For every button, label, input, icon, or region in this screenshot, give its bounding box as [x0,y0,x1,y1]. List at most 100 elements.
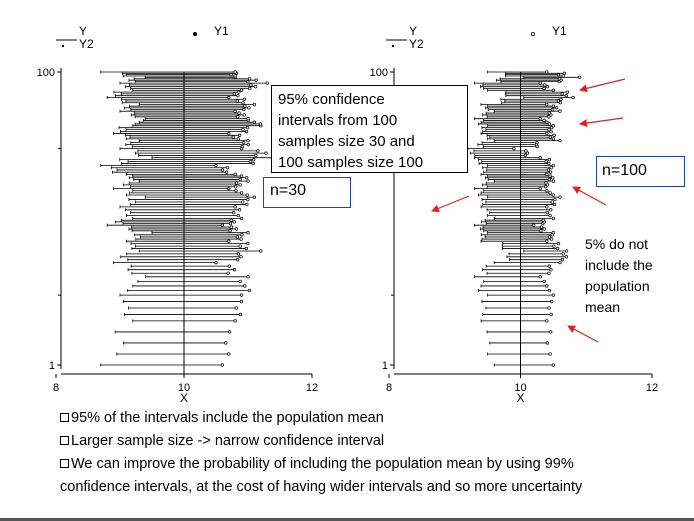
interval-upper-marker [548,135,552,139]
interval-upper-marker [547,161,551,166]
interval-upper-marker [550,126,554,130]
interval-upper-marker [239,174,244,178]
interval-upper-marker [557,77,562,81]
interval-upper-marker [236,137,241,141]
interval-upper-marker [545,85,550,89]
interval-upper-marker [236,252,241,256]
interval-upper-marker [214,260,218,265]
interval-upper-marker [214,163,218,168]
interval-upper-marker [220,363,225,367]
x-tick-label: 12 [646,382,658,394]
interval-upper-marker [237,90,241,94]
interval-upper-marker [551,163,556,168]
interval-upper-marker [235,235,240,239]
interval-upper-marker [246,231,250,235]
interval-upper-marker [243,104,247,108]
legend-marker-y2 [391,44,395,48]
interval-upper-marker [238,312,243,317]
interval-upper-marker [558,138,562,143]
interval-upper-marker [242,107,246,112]
miss-note-line-4: mean [585,299,621,315]
interval-upper-marker [229,218,233,222]
interval-upper-marker [244,246,248,251]
x-axis-title: X [516,391,524,405]
bullet-text: 95% of the intervals include the populat… [71,410,384,426]
interval-upper-marker [227,239,231,243]
interval-upper-marker [239,216,244,221]
interval-upper-marker [554,106,559,110]
x-tick-label: 8 [386,382,392,394]
interval-upper-marker [236,115,240,119]
interval-upper-marker [548,191,552,195]
interval-upper-marker [245,202,249,207]
interval-upper-marker [550,299,554,304]
legend-marker-y1 [531,32,536,37]
interval-upper-marker [558,195,562,199]
red-arrows-group [431,78,626,343]
interval-upper-marker [549,330,553,334]
interval-upper-marker [547,127,551,132]
x-tick-label: 10 [178,382,190,394]
interval-upper-marker [226,271,230,275]
interval-upper-marker [233,205,237,209]
interval-upper-marker [552,202,557,207]
interval-upper-marker [238,177,242,182]
explanation-box: 95% confidence intervals from 100 sample… [271,85,468,173]
interval-upper-marker [238,183,242,187]
interval-upper-marker [549,166,553,170]
interval-upper-marker [559,97,563,101]
interval-upper-marker [547,111,551,115]
interval-upper-marker [558,260,562,265]
interval-upper-marker [551,104,556,108]
interval-upper-marker [539,225,544,229]
legend-label-y1: Y1 [214,24,229,38]
interval-upper-marker [246,79,250,84]
interval-upper-marker [224,341,228,345]
interval-upper-marker [239,237,243,241]
interval-upper-marker [538,156,542,160]
interval-upper-marker [227,352,231,356]
red-arrow [572,186,607,206]
interval-upper-marker [524,149,528,153]
x-tick-label: 8 [53,382,59,394]
interval-upper-marker [548,174,552,178]
interval-upper-marker [564,94,569,98]
interval-upper-marker [547,306,551,310]
interval-upper-marker [545,120,549,124]
interval-upper-marker [551,179,556,183]
interval-upper-marker [237,208,242,212]
right-chart-panel: YY2 Y1 1 100 8 10 12 X [370,24,658,405]
interval-upper-marker [238,279,242,284]
interval-upper-marker [556,73,561,77]
interval-upper-marker [564,255,569,259]
interval-upper-marker [553,197,557,202]
legend-label-y2: Y2 [409,37,424,51]
bullet-text: We can improve the probability of includ… [71,456,574,472]
interval-upper-marker [545,102,549,107]
interval-upper-marker [551,193,555,197]
interval-upper-marker [227,186,231,191]
interval-upper-marker [543,83,547,87]
interval-upper-marker [545,211,550,215]
interval-upper-marker [578,75,582,79]
interval-upper-marker [234,227,239,231]
interval-upper-marker [228,221,233,226]
interval-upper-marker [542,227,546,231]
explanation-line-3: samples size 30 and [278,133,415,150]
checkbox-bullet-icon [60,459,69,468]
interval-upper-marker [246,138,250,143]
bullet-item: Larger sample size -> narrow confidence … [60,430,582,453]
interval-upper-marker [232,220,236,224]
interval-upper-marker [556,241,561,246]
interval-upper-marker [545,284,549,288]
interval-upper-marker [233,70,237,74]
interval-upper-marker [545,205,549,209]
n30-label-box: n=30 [263,177,351,208]
n100-label-box: n=100 [596,156,685,187]
interval-upper-marker [236,213,241,218]
x-tick-label: 10 [514,382,526,394]
interval-upper-marker [234,306,239,310]
y-tick-label: 100 [37,67,55,79]
interval-upper-marker [246,197,250,202]
